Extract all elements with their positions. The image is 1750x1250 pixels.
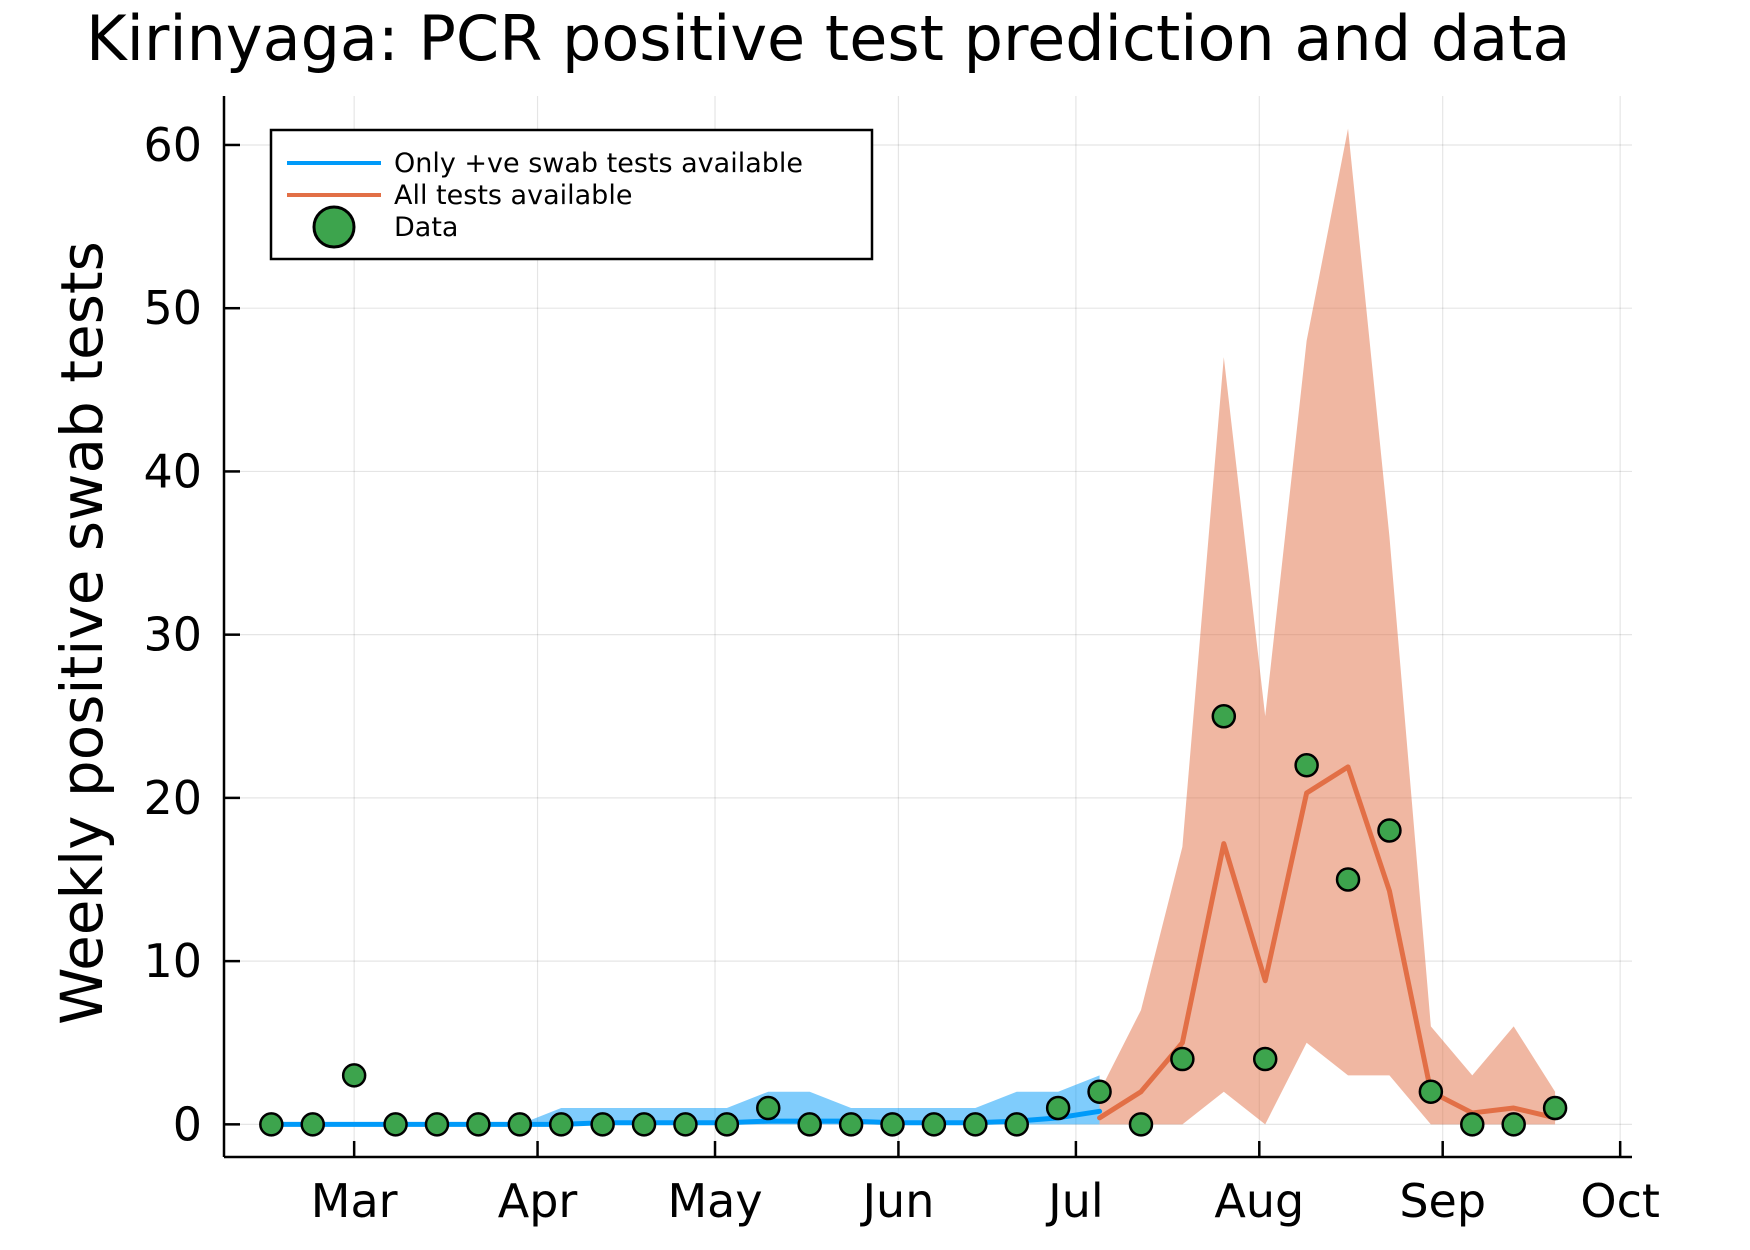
legend-swatch-data xyxy=(312,205,356,249)
data-point xyxy=(838,1112,864,1137)
x-tick-label: Oct xyxy=(1580,1174,1660,1228)
data-point xyxy=(1087,1079,1112,1104)
data-point xyxy=(1460,1112,1485,1137)
x-tick-label: Jul xyxy=(1045,1174,1104,1228)
data-point xyxy=(1004,1112,1029,1137)
x-tick-label: Aug xyxy=(1214,1174,1304,1228)
data-point xyxy=(1170,1046,1195,1072)
y-tick-label: 10 xyxy=(143,934,202,988)
data-point xyxy=(466,1112,491,1137)
data-point xyxy=(1294,752,1319,778)
x-tick-label: Jun xyxy=(859,1174,934,1228)
legend-label-all-tests: All tests available xyxy=(394,180,632,211)
data-point xyxy=(714,1112,740,1137)
x-tick-label: Sep xyxy=(1399,1174,1486,1228)
y-tick-label: 40 xyxy=(143,444,202,498)
data-point xyxy=(341,1063,367,1088)
data-point xyxy=(1501,1112,1526,1137)
data-point xyxy=(1335,867,1361,892)
x-tick-label: Mar xyxy=(311,1174,398,1228)
y-tick-label: 50 xyxy=(143,281,202,335)
data-point xyxy=(1542,1095,1568,1121)
data-point xyxy=(963,1112,988,1137)
y-tick-label: 0 xyxy=(173,1097,202,1151)
y-tick-label: 60 xyxy=(143,118,202,172)
data-point xyxy=(631,1112,657,1137)
axes xyxy=(222,96,1632,1159)
y-tick-label: 20 xyxy=(143,771,202,825)
data-point xyxy=(424,1112,450,1137)
data-point xyxy=(300,1112,325,1137)
y-axis-label: Weekly positive swab tests xyxy=(48,241,116,1025)
ticks: 0 10 20 30 40 50 60 Mar Apr May Jun Jul Aug Sep Oct xyxy=(143,118,1659,1228)
data-point xyxy=(1128,1112,1154,1137)
data-point xyxy=(548,1112,574,1137)
data-point xyxy=(1377,818,1402,843)
data-point xyxy=(1252,1046,1278,1072)
data-point xyxy=(756,1095,781,1121)
legend-label-data: Data xyxy=(394,212,458,243)
y-tick-label: 30 xyxy=(143,608,202,662)
data-point xyxy=(590,1112,615,1137)
grid xyxy=(224,96,1632,1157)
band-series-1 xyxy=(1099,128,1556,1125)
data-point xyxy=(507,1112,533,1137)
legend: Only +ve swab tests available All tests … xyxy=(269,128,874,261)
x-tick-label: May xyxy=(667,1174,762,1228)
x-tick-label: Apr xyxy=(498,1174,578,1228)
data-point xyxy=(797,1112,822,1137)
data-point xyxy=(1418,1079,1444,1104)
data-point xyxy=(1211,704,1237,729)
legend-label-only-positive: Only +ve swab tests available xyxy=(394,148,803,179)
data-point xyxy=(673,1112,698,1137)
data-point xyxy=(921,1112,947,1137)
data-point xyxy=(259,1112,284,1137)
data-point xyxy=(383,1112,408,1137)
data-points xyxy=(259,704,1568,1137)
chart-title: Kirinyaga: PCR positive test prediction … xyxy=(86,2,1570,75)
data-point xyxy=(1045,1095,1071,1121)
data-point xyxy=(880,1112,905,1137)
